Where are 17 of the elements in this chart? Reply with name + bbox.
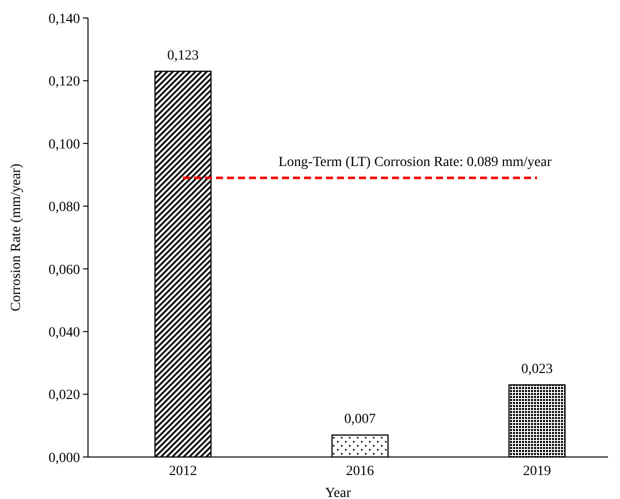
y-tick-label: 0,100 bbox=[48, 137, 80, 152]
y-axis-title: Corrosion Rate (mm/year) bbox=[9, 163, 24, 312]
data-label: 0,023 bbox=[521, 362, 553, 377]
y-tick-label: 0,040 bbox=[48, 325, 80, 340]
data-label: 0,123 bbox=[167, 48, 199, 64]
x-tick-label: 2012 bbox=[169, 464, 197, 479]
y-tick-label: 0,120 bbox=[48, 74, 80, 90]
data-label: 0,007 bbox=[344, 412, 376, 428]
y-tick-label: 0,140 bbox=[48, 12, 80, 27]
x-axis-title: Year bbox=[325, 486, 352, 499]
x-tick-label: 2019 bbox=[523, 464, 551, 479]
y-tick-label: 0,060 bbox=[48, 262, 80, 278]
y-tick-label: 0,080 bbox=[48, 200, 80, 216]
ref-line-label: Long-Term (LT) Corrosion Rate: 0.089 mm/year bbox=[278, 154, 552, 170]
x-tick-label: 2016 bbox=[346, 464, 374, 479]
y-tick-label: 0,020 bbox=[48, 388, 80, 404]
y-tick-label: 0,000 bbox=[48, 450, 80, 466]
